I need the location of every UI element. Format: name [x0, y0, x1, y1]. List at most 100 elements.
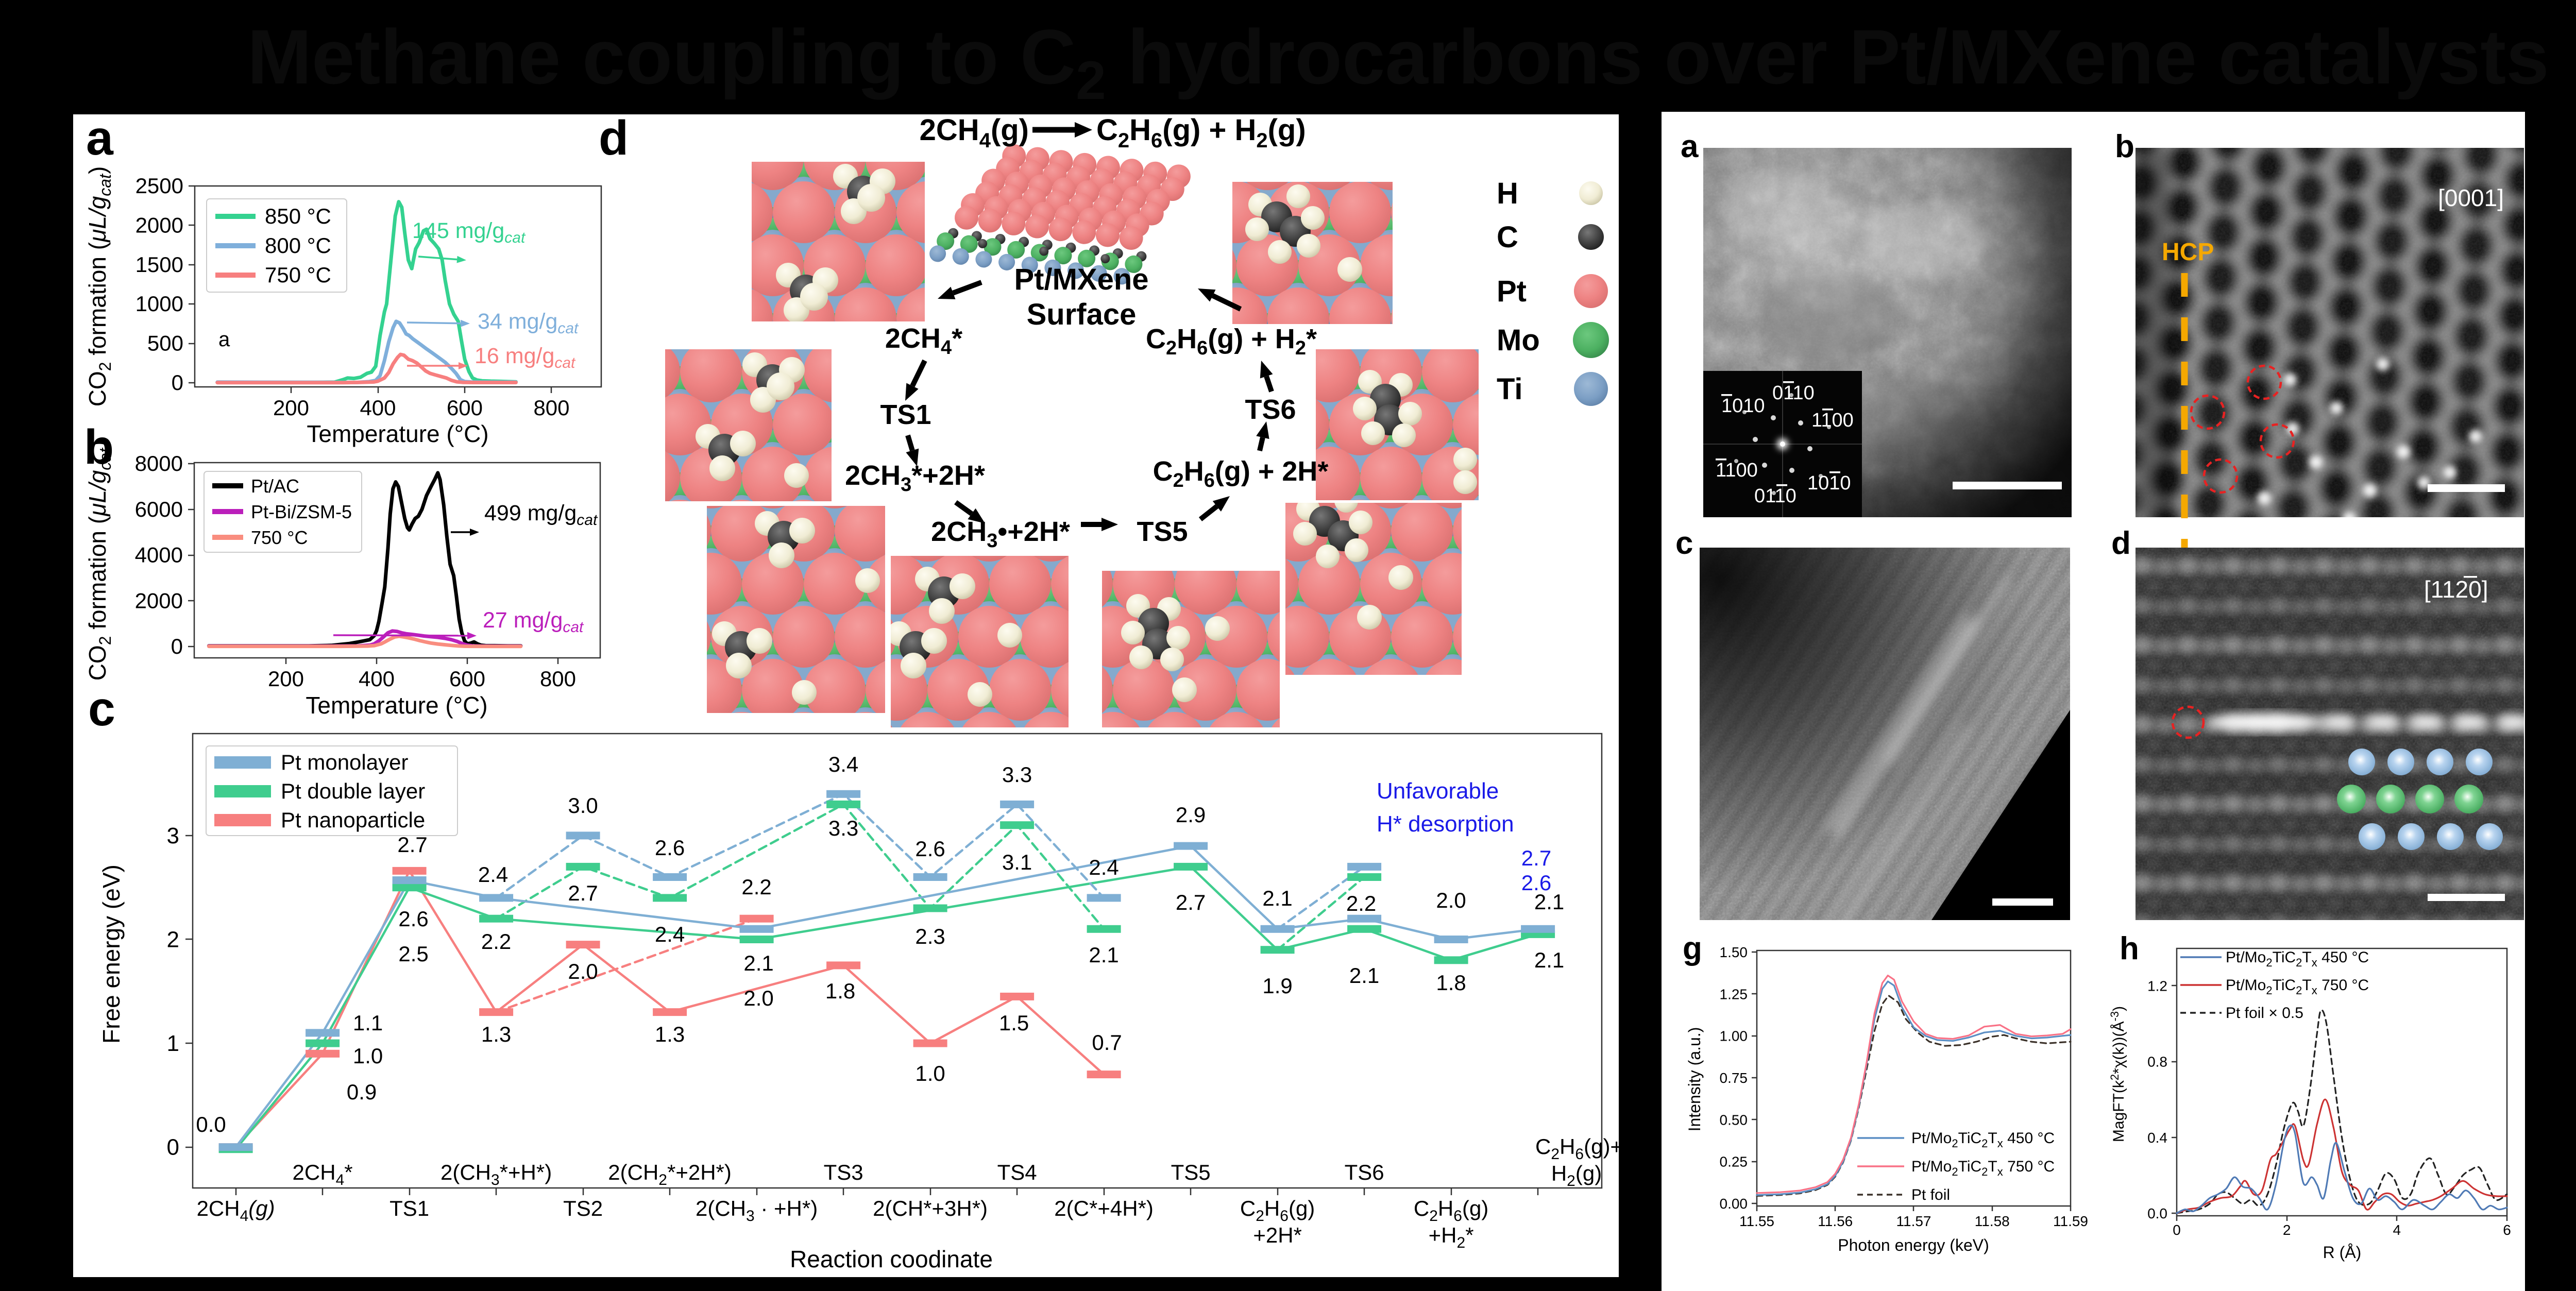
svg-text:2.5: 2.5 — [398, 942, 428, 966]
svg-text:g: g — [1683, 931, 1702, 966]
svg-text:TS1: TS1 — [880, 399, 931, 430]
svg-text:C: C — [1497, 220, 1518, 254]
svg-text:0.7: 0.7 — [1092, 1030, 1122, 1055]
svg-text:2.7: 2.7 — [397, 833, 427, 857]
svg-text:0.4: 0.4 — [2147, 1130, 2167, 1146]
svg-text:Intensity (a.u.): Intensity (a.u.) — [1685, 1027, 1704, 1132]
svg-text:C2H6(g): C2H6(g) — [1240, 1196, 1315, 1225]
svg-text:200: 200 — [273, 396, 309, 420]
svg-text:H2(g): H2(g) — [1551, 1161, 1602, 1190]
svg-text:4000: 4000 — [135, 543, 183, 567]
svg-text:Pt-Bi/ZSM-5: Pt-Bi/ZSM-5 — [251, 501, 352, 522]
svg-text:1: 1 — [167, 1031, 179, 1056]
svg-text:2.4: 2.4 — [655, 922, 685, 946]
svg-text:0110: 0110 — [1772, 382, 1815, 404]
svg-text:TS3: TS3 — [824, 1160, 863, 1184]
svg-text:2.7: 2.7 — [568, 881, 598, 905]
svg-text:1.3: 1.3 — [655, 1022, 685, 1046]
svg-text:2.6: 2.6 — [915, 837, 945, 861]
svg-text:C2H6(g) + H2(g): C2H6(g) + H2(g) — [1096, 113, 1306, 152]
svg-text:Surface: Surface — [1027, 298, 1137, 331]
svg-text:2.7: 2.7 — [1176, 890, 1206, 914]
svg-text:Pt/Mo2TiC2Tx 750 °C: Pt/Mo2TiC2Tx 750 °C — [2226, 977, 2369, 997]
svg-text:4: 4 — [2393, 1222, 2401, 1238]
svg-text:TS4: TS4 — [997, 1160, 1037, 1184]
svg-text:8000: 8000 — [135, 451, 183, 475]
svg-text:Pt monolayer: Pt monolayer — [281, 750, 408, 774]
svg-text:d: d — [599, 111, 629, 165]
svg-text:0.0: 0.0 — [196, 1112, 226, 1136]
svg-text:1.9: 1.9 — [1262, 974, 1292, 998]
svg-text:H: H — [1497, 177, 1518, 210]
svg-text:2000: 2000 — [135, 213, 183, 237]
svg-text:CO2 formation (μL/gcat): CO2 formation (μL/gcat) — [84, 440, 114, 681]
svg-text:2(CH3 · +H*): 2(CH3 · +H*) — [696, 1196, 818, 1225]
svg-text:a: a — [218, 328, 230, 351]
svg-text:0.25: 0.25 — [1720, 1154, 1748, 1170]
svg-text:Photon energy (keV): Photon energy (keV) — [1838, 1236, 1989, 1254]
svg-text:Reaction coodinate: Reaction coodinate — [790, 1246, 993, 1272]
svg-text:2.1: 2.1 — [743, 951, 773, 975]
svg-text:1.00: 1.00 — [1720, 1028, 1748, 1044]
svg-text:2.1: 2.1 — [1534, 948, 1564, 972]
svg-text:2CH3•+2H*: 2CH3•+2H* — [931, 516, 1070, 552]
svg-text:Mo: Mo — [1497, 324, 1540, 357]
svg-text:b: b — [84, 420, 114, 474]
svg-text:1010: 1010 — [1721, 395, 1765, 417]
svg-text:TS5: TS5 — [1171, 1160, 1211, 1184]
svg-text:c: c — [1675, 525, 1693, 561]
svg-text:c: c — [88, 682, 115, 736]
svg-text:Pt foil: Pt foil — [1911, 1186, 1950, 1203]
svg-text:0.50: 0.50 — [1720, 1112, 1748, 1128]
svg-text:Pt foil × 0.5: Pt foil × 0.5 — [2226, 1005, 2303, 1022]
svg-text:TS6: TS6 — [1245, 394, 1296, 425]
svg-text:0: 0 — [2173, 1222, 2181, 1238]
svg-text:11.57: 11.57 — [1896, 1213, 1931, 1229]
svg-text:+H2*: +H2* — [1429, 1223, 1474, 1251]
svg-text:HCP: HCP — [2162, 239, 2214, 266]
svg-text:1.25: 1.25 — [1720, 986, 1748, 1002]
svg-text:2.4: 2.4 — [478, 862, 508, 887]
svg-text:400: 400 — [360, 396, 396, 420]
svg-text:2.6: 2.6 — [1521, 871, 1551, 895]
svg-text:Ti: Ti — [1497, 372, 1523, 406]
svg-text:0.0: 0.0 — [2147, 1205, 2167, 1221]
svg-text:3.1: 3.1 — [1002, 850, 1032, 874]
svg-text:1010: 1010 — [1807, 472, 1851, 494]
svg-text:0.00: 0.00 — [1720, 1196, 1748, 1212]
svg-text:Pt: Pt — [1497, 275, 1527, 308]
svg-text:2.1: 2.1 — [1262, 886, 1292, 910]
svg-text:+2H*: +2H* — [1253, 1223, 1302, 1247]
svg-text:2CH4(g): 2CH4(g) — [197, 1196, 275, 1225]
svg-text:2.1: 2.1 — [1089, 943, 1118, 967]
svg-text:750 °C: 750 °C — [265, 263, 331, 287]
svg-text:C2H6(g): C2H6(g) — [1414, 1196, 1488, 1225]
svg-text:C2H6(g) + 2H*: C2H6(g) + 2H* — [1153, 456, 1329, 491]
svg-text:2.2: 2.2 — [481, 929, 511, 954]
svg-text:11.56: 11.56 — [1818, 1213, 1853, 1229]
svg-text:1500: 1500 — [135, 252, 183, 277]
svg-text:a: a — [1681, 129, 1699, 164]
svg-text:1.50: 1.50 — [1720, 944, 1748, 960]
svg-text:11.58: 11.58 — [1975, 1213, 2010, 1229]
svg-text:Temperature (°C): Temperature (°C) — [306, 692, 487, 719]
svg-text:Unfavorable: Unfavorable — [1377, 778, 1499, 804]
svg-text:3.4: 3.4 — [828, 752, 858, 776]
svg-text:2.0: 2.0 — [568, 959, 598, 983]
svg-text:2.1: 2.1 — [1349, 963, 1379, 988]
svg-text:3: 3 — [167, 823, 179, 848]
svg-text:2.7: 2.7 — [1521, 846, 1551, 870]
svg-text:11.59: 11.59 — [2053, 1213, 2088, 1229]
svg-text:1.8: 1.8 — [1436, 971, 1466, 995]
svg-text:R (Å): R (Å) — [2323, 1243, 2362, 1262]
svg-text:2(CH2*+2H*): 2(CH2*+2H*) — [608, 1160, 732, 1188]
svg-text:0: 0 — [171, 634, 183, 658]
svg-text:500: 500 — [147, 331, 183, 355]
svg-text:800: 800 — [533, 396, 569, 420]
svg-text:1000: 1000 — [135, 292, 183, 316]
svg-text:6000: 6000 — [135, 497, 183, 521]
svg-text:MagFT(k2*χ(k))(Å-3): MagFT(k2*χ(k))(Å-3) — [2108, 1006, 2127, 1142]
svg-text:2.2: 2.2 — [1346, 891, 1376, 915]
svg-text:600: 600 — [449, 667, 485, 691]
svg-text:Free energy (eV): Free energy (eV) — [98, 864, 125, 1044]
